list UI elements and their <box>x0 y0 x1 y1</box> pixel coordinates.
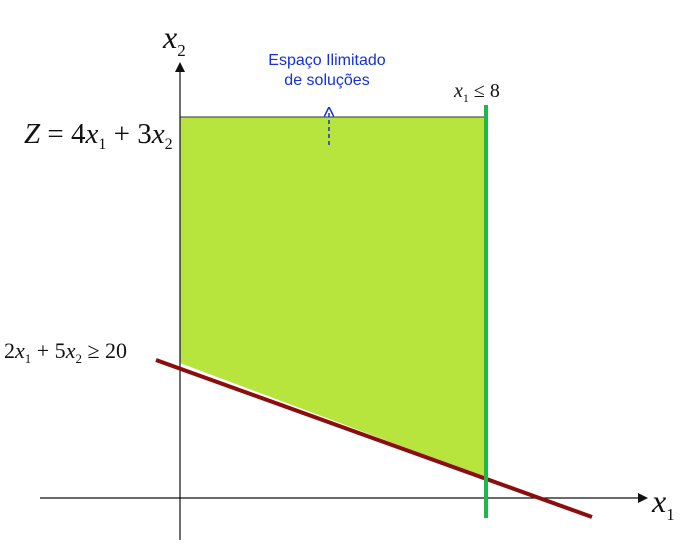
x-axis-label: x1 <box>651 483 675 524</box>
objective-function-label: Z = 4x1 + 3x2 <box>24 118 173 153</box>
y-axis-label: x2 <box>162 19 186 60</box>
constraint-label-x1-le-8: x1 ≤ 8 <box>453 80 500 105</box>
annotation-line-2: de soluções <box>284 72 369 89</box>
feasible-region <box>180 117 486 478</box>
constraint-label-2x1-5x2-ge-20: 2x1 + 5x2 ≥ 20 <box>4 338 127 366</box>
constraint-line-2x1-5x2 <box>155 358 593 519</box>
annotation-line-1: Espaço Ilimitado <box>268 52 385 69</box>
